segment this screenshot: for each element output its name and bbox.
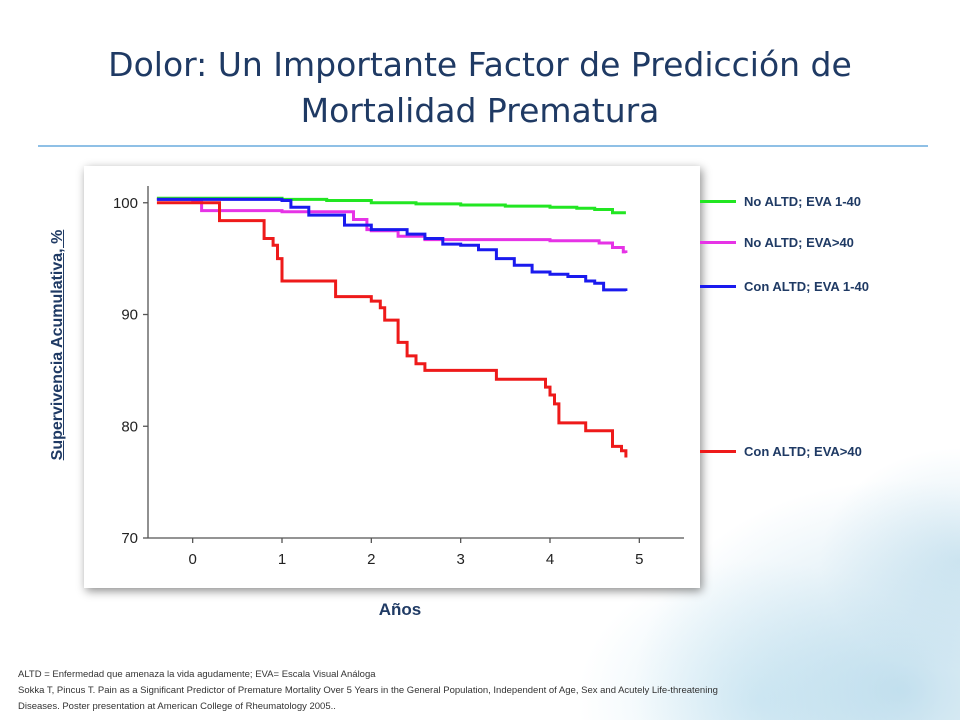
x-tick-label: 4 <box>546 551 554 568</box>
legend-swatch <box>700 200 736 203</box>
legend-label: Con ALTD; EVA 1-40 <box>744 279 869 294</box>
slide-title: Dolor: Un Importante Factor de Predicció… <box>40 42 920 134</box>
series-line-0 <box>156 196 626 215</box>
y-tick-label: 70 <box>121 530 138 547</box>
survival-chart: 100 90 80 70 0 1 2 3 4 5 <box>113 186 684 568</box>
x-tick-label: 3 <box>456 551 464 568</box>
legend-swatch <box>700 241 736 244</box>
legend-label: Con ALTD; EVA>40 <box>744 444 862 459</box>
footnote-citation: Sokka T, Pincus T. Pain as a Significant… <box>18 685 718 696</box>
y-tick-label: 80 <box>121 418 138 435</box>
x-tick-label: 5 <box>635 551 643 568</box>
footnote-citation-cont: Diseases. Poster presentation at America… <box>18 701 336 712</box>
x-tick-label: 0 <box>188 551 196 568</box>
x-tick-label: 1 <box>278 551 286 568</box>
series-line-2 <box>156 197 628 292</box>
legend-swatch <box>700 285 736 288</box>
footnote-abbreviations: ALTD = Enfermedad que amenaza la vida ag… <box>18 669 376 680</box>
chart-panel: 100 90 80 70 0 1 2 3 4 5 <box>84 166 700 588</box>
x-tick-label: 2 <box>367 551 375 568</box>
footnote: ALTD = Enfermedad que amenaza la vida ag… <box>18 667 948 715</box>
legend-label: No ALTD; EVA>40 <box>744 235 854 250</box>
legend-label: No ALTD; EVA 1-40 <box>744 194 862 209</box>
series-line-3 <box>156 201 628 458</box>
title-line-2: Mortalidad Prematura <box>300 91 660 130</box>
y-tick-label: 90 <box>121 307 138 324</box>
title-divider <box>38 145 928 147</box>
y-axis-label: Supervivencia Acumulativa, % <box>49 229 66 461</box>
legend-swatch <box>700 450 736 453</box>
y-tick-label: 100 <box>113 195 138 212</box>
title-line-1: Dolor: Un Importante Factor de Predicció… <box>108 45 852 84</box>
x-axis-label: Años <box>378 600 422 619</box>
